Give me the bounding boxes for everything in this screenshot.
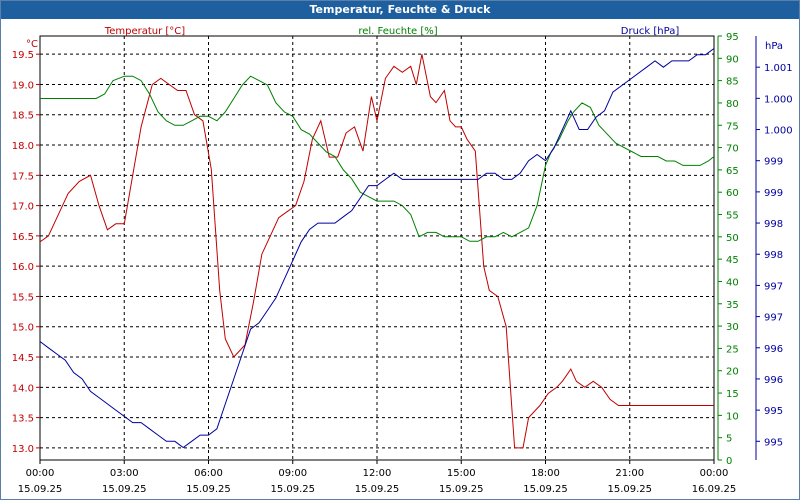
temp-tick-label: 17.5 bbox=[12, 171, 34, 182]
humidity-tick-label: 40 bbox=[726, 277, 739, 288]
humidity-tick-label: 10 bbox=[726, 411, 739, 422]
humidity-tick-label: 80 bbox=[726, 99, 739, 110]
humidity-tick-label: 75 bbox=[726, 121, 739, 132]
pressure-tick-label: 1.001 bbox=[764, 63, 793, 74]
series-line-pressure bbox=[39, 48, 715, 449]
humidity-tick-label: 60 bbox=[726, 188, 739, 199]
temp-unit-label: °C bbox=[26, 39, 38, 50]
pressure-tick-label: 995 bbox=[764, 406, 783, 417]
pressure-tick-label: 997 bbox=[764, 281, 783, 292]
pressure-unit-label: hPa bbox=[765, 41, 783, 52]
pressure-tick-label: 996 bbox=[764, 375, 783, 386]
temp-tick-label: 16.0 bbox=[12, 262, 34, 273]
x-tick-date: 15.09.25 bbox=[439, 484, 484, 495]
x-tick-date: 15.09.25 bbox=[186, 484, 231, 495]
pressure-tick-label: 997 bbox=[764, 313, 783, 324]
temp-tick-label: 19.5 bbox=[12, 50, 34, 61]
pressure-tick-label: 999 bbox=[764, 157, 783, 168]
humidity-tick-label: 20 bbox=[726, 367, 739, 378]
temp-tick-label: 14.5 bbox=[12, 353, 34, 364]
temp-tick-label: 13.0 bbox=[12, 444, 34, 455]
axes-layer: 00:00 15.09.25 03:00 15.09.25 06:00 15.09.25 0… bbox=[12, 32, 793, 495]
pressure-tick-label: 999 bbox=[764, 188, 783, 199]
x-tick-date: 15.09.25 bbox=[355, 484, 400, 495]
humidity-tick-label: 15 bbox=[726, 389, 739, 400]
x-tick-time: 15:00 bbox=[447, 468, 476, 479]
grid bbox=[40, 36, 714, 460]
series-layer bbox=[39, 48, 715, 449]
pressure-axis-title: Druck [hPa] bbox=[621, 26, 680, 37]
x-tick-time: 03:00 bbox=[110, 468, 139, 479]
x-tick-time: 06:00 bbox=[194, 468, 223, 479]
humidity-tick-label: 50 bbox=[726, 233, 739, 244]
humidity-tick-label: 25 bbox=[726, 344, 739, 355]
humidity-axis-title: rel. Feuchte [%] bbox=[358, 26, 437, 37]
x-tick-time: 21:00 bbox=[615, 468, 644, 479]
humidity-tick-label: 55 bbox=[726, 211, 739, 222]
humidity-tick-label: 45 bbox=[726, 255, 739, 266]
x-tick-date: 16.09.25 bbox=[692, 484, 737, 495]
x-tick-time: 09:00 bbox=[278, 468, 307, 479]
x-tick-time: 12:00 bbox=[363, 468, 392, 479]
x-tick-time: 00:00 bbox=[26, 468, 55, 479]
humidity-tick-label: 95 bbox=[726, 32, 739, 43]
temp-tick-label: 15.0 bbox=[12, 323, 34, 334]
pressure-tick-label: 996 bbox=[764, 344, 783, 355]
x-tick-date: 15.09.25 bbox=[18, 484, 63, 495]
x-tick-time: 18:00 bbox=[531, 468, 560, 479]
temp-tick-label: 14.0 bbox=[12, 383, 34, 394]
pressure-tick-label: 1.000 bbox=[764, 126, 793, 137]
series-line-humidity bbox=[40, 75, 715, 242]
humidity-tick-label: 5 bbox=[726, 434, 732, 445]
humidity-tick-label: 70 bbox=[726, 144, 739, 155]
temp-tick-label: 17.0 bbox=[12, 202, 34, 213]
pressure-tick-label: 998 bbox=[764, 250, 783, 261]
humidity-tick-label: 0 bbox=[726, 456, 732, 467]
pressure-tick-label: 998 bbox=[764, 219, 783, 230]
temp-axis-title: Temperatur [°C] bbox=[104, 26, 185, 37]
temp-tick-label: 18.5 bbox=[12, 111, 34, 122]
temp-tick-label: 19.0 bbox=[12, 80, 34, 91]
temp-tick-label: 13.5 bbox=[12, 414, 34, 425]
x-tick-date: 15.09.25 bbox=[607, 484, 652, 495]
x-tick-date: 15.09.25 bbox=[102, 484, 147, 495]
temp-tick-label: 18.0 bbox=[12, 141, 34, 152]
x-tick-date: 15.09.25 bbox=[523, 484, 568, 495]
temp-tick-label: 15.5 bbox=[12, 292, 34, 303]
x-tick-date: 15.09.25 bbox=[270, 484, 315, 495]
humidity-tick-label: 30 bbox=[726, 322, 739, 333]
humidity-tick-label: 90 bbox=[726, 54, 739, 65]
temp-tick-label: 16.5 bbox=[12, 232, 34, 243]
humidity-tick-label: 65 bbox=[726, 166, 739, 177]
series-line-temperature bbox=[39, 54, 714, 449]
pressure-tick-label: 995 bbox=[764, 437, 783, 448]
humidity-tick-label: 85 bbox=[726, 77, 739, 88]
pressure-tick-label: 1.000 bbox=[764, 94, 793, 105]
humidity-tick-label: 35 bbox=[726, 300, 739, 311]
x-tick-time: 00:00 bbox=[700, 468, 729, 479]
window-title: Temperatur, Feuchte & Druck bbox=[1, 1, 799, 19]
